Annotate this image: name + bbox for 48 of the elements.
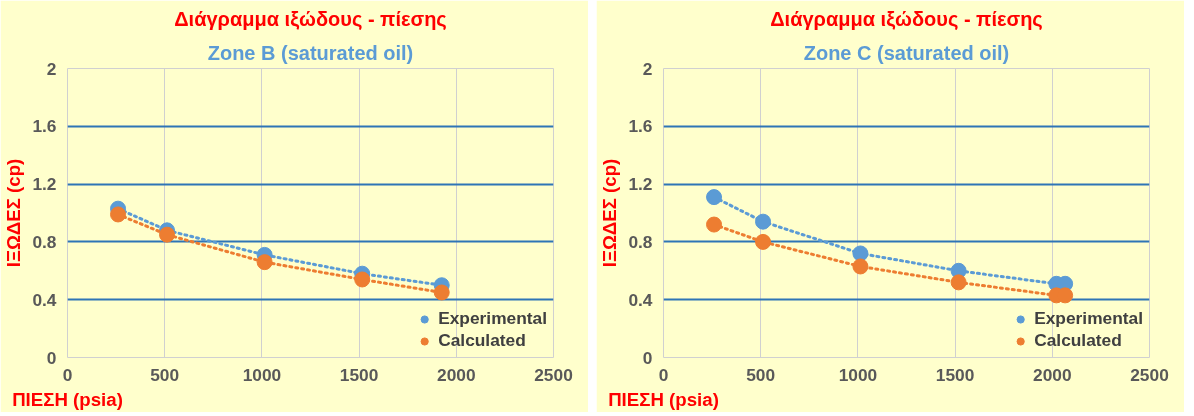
y-tick-label: 1.6 — [32, 116, 57, 137]
y-tick-label: 0.4 — [32, 289, 57, 310]
x-tick-label: 2000 — [437, 364, 476, 385]
y-axis-title: ΙΞΩΔΕΣ (cp) — [599, 158, 621, 268]
y-tick-label: 0.8 — [32, 231, 57, 252]
y-tick-label: 0.4 — [628, 289, 653, 310]
point — [755, 233, 772, 250]
point — [256, 254, 273, 271]
point — [159, 226, 176, 243]
y-tick-label: 1.6 — [628, 116, 653, 137]
point — [706, 216, 723, 233]
x-tick-label: 0 — [658, 364, 669, 385]
point — [354, 271, 371, 288]
y-tick-label: 0 — [46, 347, 57, 368]
chart-title: Διάγραμμα ιξώδους - πίεσης — [174, 7, 447, 30]
x-tick-label: 500 — [746, 364, 776, 385]
point — [110, 206, 127, 223]
y-tick-label: 2 — [46, 58, 57, 79]
x-tick-label: 1000 — [838, 364, 878, 385]
legend-label: Experimental — [438, 308, 547, 329]
x-tick-label: 1500 — [339, 364, 379, 385]
y-tick-label: 0.8 — [628, 231, 653, 252]
point — [852, 258, 869, 275]
x-axis-title: ΠΙΕΣΗ (psia) — [608, 388, 719, 410]
x-axis-title: ΠΙΕΣΗ (psia) — [12, 388, 123, 410]
x-tick-label: 500 — [150, 364, 180, 385]
x-tick-label: 2000 — [1033, 364, 1072, 385]
x-tick-label: 2500 — [534, 364, 573, 385]
x-tick-label: 0 — [62, 364, 73, 385]
legend-label: Experimental — [1034, 308, 1143, 329]
point — [706, 189, 723, 206]
x-tick-label: 1500 — [935, 364, 975, 385]
legend-label: Calculated — [438, 330, 526, 351]
legend-label: Calculated — [1034, 330, 1122, 351]
chart-subtitle: Zone B (saturated oil) — [207, 41, 414, 64]
y-tick-label: 1.2 — [628, 174, 653, 195]
point — [950, 274, 967, 291]
chart-subtitle: Zone C (saturated oil) — [803, 41, 1010, 64]
y-tick-label: 0 — [642, 347, 653, 368]
point — [852, 245, 869, 262]
x-tick-label: 2500 — [1130, 364, 1169, 385]
y-tick-label: 2 — [642, 58, 653, 79]
point — [755, 213, 772, 230]
y-tick-label: 1.2 — [32, 174, 57, 195]
point — [433, 284, 450, 301]
x-tick-label: 1000 — [242, 364, 282, 385]
chart-title: Διάγραμμα ιξώδους - πίεσης — [770, 7, 1043, 30]
y-axis-title: ΙΞΩΔΕΣ (cp) — [3, 158, 25, 268]
